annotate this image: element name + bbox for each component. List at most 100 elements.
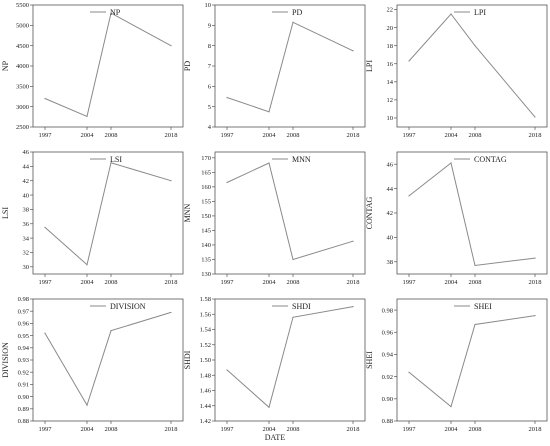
x-tick-label: 2018 bbox=[165, 426, 178, 433]
y-axis-label: LSI bbox=[1, 207, 10, 219]
y-tick-label: 10 bbox=[205, 2, 212, 9]
data-point bbox=[86, 404, 88, 406]
data-point bbox=[534, 116, 536, 118]
series-line bbox=[44, 311, 172, 407]
legend-label: NP bbox=[110, 8, 121, 17]
x-tick-label: 1997 bbox=[39, 132, 53, 139]
y-tick-label: 7 bbox=[208, 63, 212, 70]
y-tick-label: 0.98 bbox=[18, 296, 29, 303]
plot-frame bbox=[214, 298, 366, 422]
y-tick-label: 12 bbox=[387, 97, 394, 104]
y-tick-label: 42 bbox=[387, 210, 394, 217]
y-tick-label: 0.95 bbox=[18, 333, 29, 340]
x-tick-label: 2018 bbox=[165, 279, 178, 286]
data-point bbox=[226, 181, 228, 184]
x-tick-label: 1997 bbox=[221, 132, 235, 139]
chart-shei: 0.88 0.90 0.92 0.94 0.96 0.98 1997 2004 2008 2018… bbox=[365, 298, 548, 433]
data-point bbox=[268, 162, 270, 164]
y-tick-label: 0.96 bbox=[382, 329, 394, 336]
plot-frame bbox=[396, 298, 548, 422]
y-tick-label: 140 bbox=[201, 242, 211, 249]
data-point bbox=[226, 369, 228, 371]
x-tick-label: 2018 bbox=[347, 132, 360, 139]
y-tick-label: 0.88 bbox=[18, 418, 29, 425]
data-point bbox=[86, 264, 88, 266]
y-tick-label: 2500 bbox=[16, 124, 29, 131]
data-point bbox=[352, 240, 354, 242]
data-point bbox=[474, 323, 476, 326]
y-tick-label: 0.96 bbox=[18, 321, 30, 328]
plot-frame bbox=[32, 151, 184, 275]
x-tick-label: 2004 bbox=[445, 279, 459, 286]
plot-frame bbox=[396, 4, 548, 128]
y-tick-label: 42 bbox=[23, 178, 30, 185]
y-tick-label: 46 bbox=[387, 161, 394, 168]
x-tick-label: 2018 bbox=[347, 279, 360, 286]
series-line bbox=[226, 306, 354, 409]
series-line bbox=[44, 162, 172, 266]
x-tick-label: 1997 bbox=[403, 426, 417, 433]
data-point bbox=[408, 195, 410, 197]
x-tick-label: 2018 bbox=[529, 279, 542, 286]
y-tick-label: 3000 bbox=[16, 104, 29, 111]
y-tick-label: 18 bbox=[387, 43, 394, 50]
data-point bbox=[352, 50, 354, 52]
x-tick-label: 2008 bbox=[469, 132, 482, 139]
x-tick-label: 1997 bbox=[39, 426, 53, 433]
plot-frame bbox=[32, 4, 184, 128]
y-tick-label: 0.97 bbox=[18, 308, 30, 315]
x-tick-label: 2018 bbox=[165, 132, 178, 139]
chart-division: 0.88 0.89 0.90 0.91 0.92 0.93 0.94 0.95 0.96 0.97… bbox=[1, 296, 184, 433]
plot-frame bbox=[214, 4, 366, 128]
x-tick-label: 2008 bbox=[469, 426, 482, 433]
y-axis-label: DIVISION bbox=[1, 342, 10, 378]
x-tick-label: 2004 bbox=[445, 132, 459, 139]
x-axis-label: DATE bbox=[264, 433, 286, 442]
chart-np: 2500 3000 3500 4000 4500 5000 5500 1997 2004 2008… bbox=[1, 2, 184, 139]
y-tick-label: 0.92 bbox=[18, 369, 29, 376]
y-tick-label: 130 bbox=[201, 271, 211, 278]
y-tick-label: 16 bbox=[387, 61, 394, 68]
y-axis-label: LPI bbox=[365, 60, 374, 72]
data-point bbox=[170, 45, 172, 47]
x-tick-label: 2004 bbox=[81, 426, 95, 433]
legend-label: DIVISION bbox=[110, 302, 146, 311]
y-tick-label: 0.92 bbox=[382, 374, 393, 381]
data-point bbox=[292, 258, 294, 261]
legend-label: LSI bbox=[110, 155, 122, 164]
x-tick-label: 1997 bbox=[221, 279, 235, 286]
data-point bbox=[110, 12, 112, 14]
series-line bbox=[408, 13, 536, 118]
y-tick-label: 0.88 bbox=[382, 418, 393, 425]
legend-label: CONTAG bbox=[474, 155, 507, 164]
chart-lsi: 30 32 34 36 38 40 42 44 46 1997 2004 2008 2018 LSI LSI bbox=[1, 149, 184, 286]
x-tick-label: 2008 bbox=[287, 426, 300, 433]
legend-label: MNN bbox=[292, 155, 311, 164]
data-point bbox=[226, 96, 228, 99]
chart-contag: 38 40 42 44 46 1997 2004 2008 2018 CONTAG CONTAG bbox=[365, 151, 548, 286]
series-line bbox=[226, 21, 354, 113]
y-axis-label: MNN bbox=[183, 203, 192, 222]
x-tick-label: 2018 bbox=[347, 426, 360, 433]
data-point bbox=[44, 97, 46, 100]
x-tick-label: 1997 bbox=[39, 279, 53, 286]
y-tick-label: 0.90 bbox=[18, 394, 29, 401]
x-tick-label: 2008 bbox=[105, 426, 118, 433]
y-tick-label: 155 bbox=[201, 199, 211, 206]
chart-lpi: 10 12 14 16 18 20 22 1997 2004 2008 2018 LPI LPI bbox=[365, 4, 548, 139]
y-tick-label: 0.89 bbox=[18, 406, 29, 413]
x-tick-label: 2004 bbox=[263, 132, 277, 139]
plot-frame bbox=[214, 151, 366, 275]
data-point bbox=[534, 315, 536, 317]
y-tick-label: 1.56 bbox=[200, 311, 212, 318]
data-point bbox=[44, 332, 46, 334]
y-tick-label: 36 bbox=[23, 221, 30, 228]
y-tick-label: 5500 bbox=[16, 2, 29, 9]
series-line bbox=[44, 12, 172, 118]
data-point bbox=[268, 111, 270, 113]
y-tick-label: 170 bbox=[201, 155, 211, 162]
legend-label: LPI bbox=[474, 8, 486, 17]
y-tick-label: 1.42 bbox=[200, 418, 211, 425]
y-tick-label: 6 bbox=[208, 84, 212, 91]
